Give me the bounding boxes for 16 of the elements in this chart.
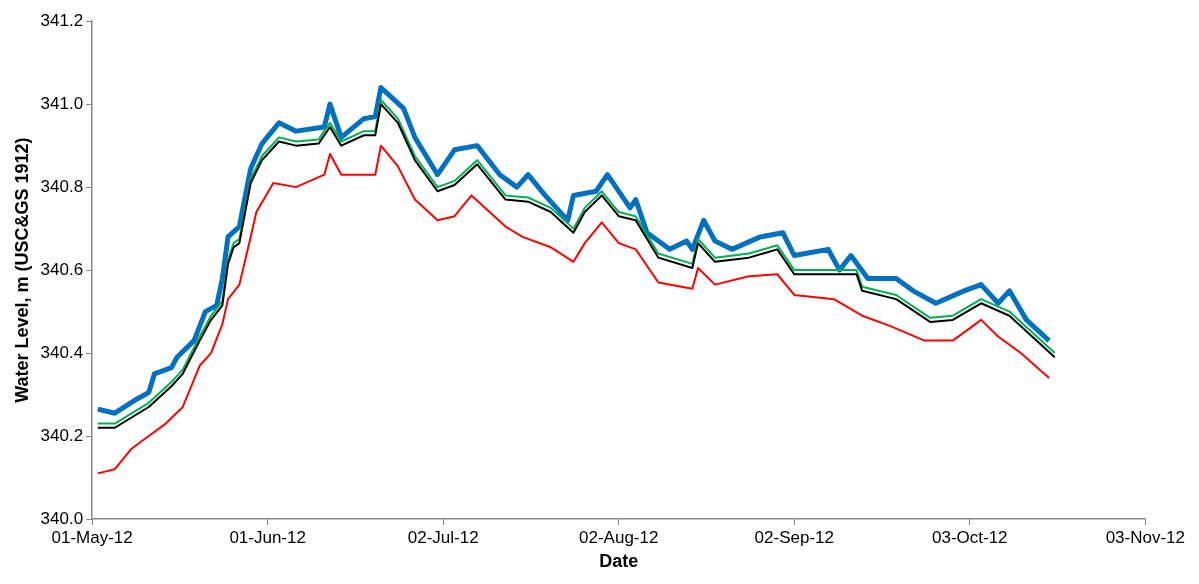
x-tick-label: 02-Jul-12 xyxy=(407,527,479,547)
y-tick-label: 340.2 xyxy=(40,425,84,445)
x-tick-label: 02-Aug-12 xyxy=(579,527,659,547)
y-tick-label: 340.4 xyxy=(40,342,84,362)
y-tick-label: 340.6 xyxy=(40,259,84,279)
y-tick-label: 341.0 xyxy=(40,93,84,113)
x-tick-label: 01-Jun-12 xyxy=(229,527,306,547)
y-axis-title: Water Level, m (USC&GS 1912) xyxy=(11,137,32,403)
y-tick-label: 341.2 xyxy=(40,10,84,30)
x-axis-title: Date xyxy=(599,551,639,572)
x-tick-label: 01-May-12 xyxy=(51,527,133,547)
x-tick-label: 03-Oct-12 xyxy=(931,527,1008,547)
y-tick-label: 340.8 xyxy=(40,176,84,196)
y-tick-label: 340.0 xyxy=(40,508,84,528)
x-tick-label: 03-Nov-12 xyxy=(1105,527,1185,547)
x-tick-label: 02-Sep-12 xyxy=(754,527,834,547)
